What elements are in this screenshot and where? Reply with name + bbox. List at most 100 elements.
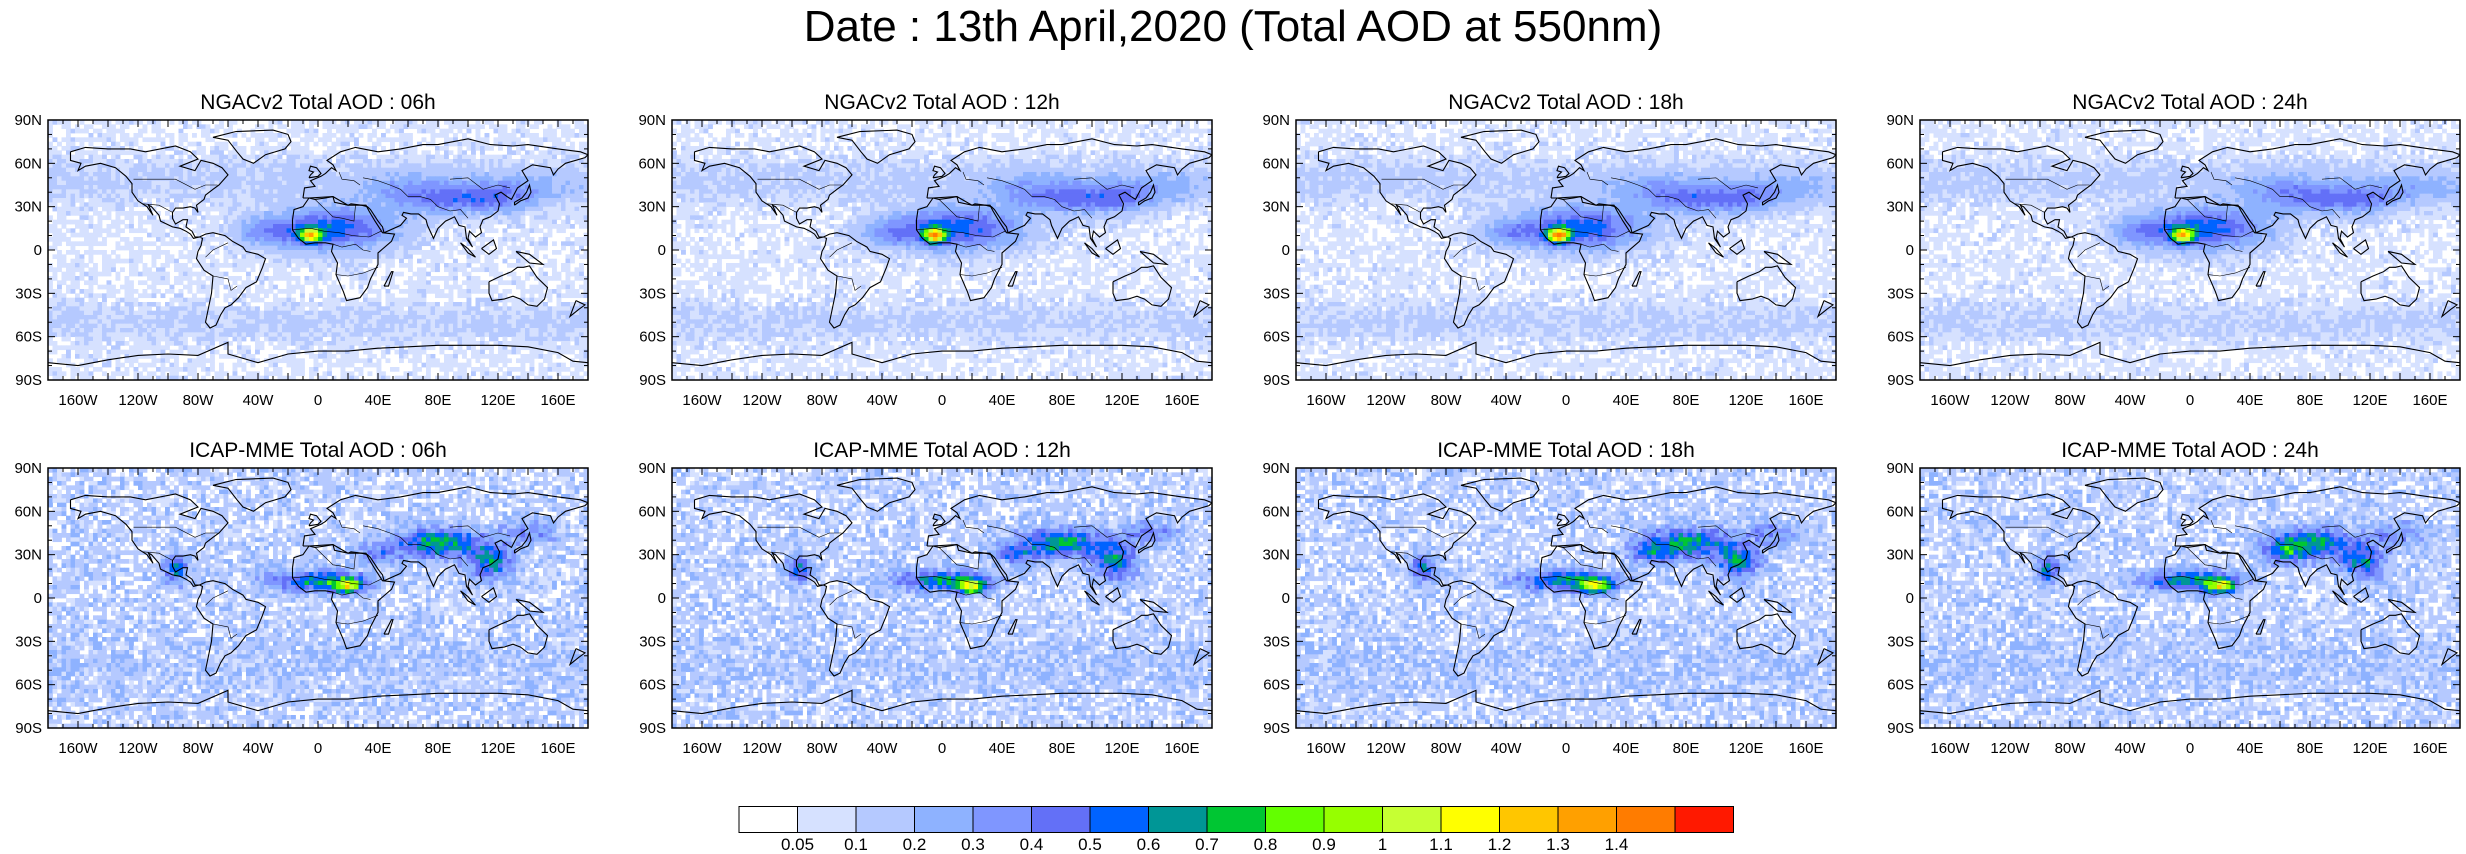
coastline — [1460, 477, 1540, 512]
country-border — [938, 199, 980, 222]
country-border — [962, 519, 985, 534]
lon-tick-label: 120W — [742, 740, 782, 757]
coastline — [568, 300, 587, 319]
coastline — [1443, 232, 1515, 329]
lon-tick-label: 160E — [1164, 740, 1199, 757]
country-border — [1562, 199, 1604, 222]
country-border — [1580, 591, 1619, 600]
coastline — [48, 689, 588, 715]
country-border — [362, 525, 469, 567]
lon-tick-label: 40W — [1491, 740, 1523, 757]
lat-tick-label: 60S — [1263, 677, 1290, 694]
coastline — [926, 138, 1212, 248]
coastline — [1296, 341, 1836, 367]
coastline — [69, 145, 229, 240]
lon-tick-label: 40E — [2237, 740, 2264, 757]
lat-tick-label: 30N — [1886, 547, 1914, 564]
coastline — [1550, 486, 1836, 596]
coastline — [1631, 271, 1642, 287]
country-border — [1073, 525, 1135, 538]
lon-tick-label: 80W — [2055, 740, 2087, 757]
lon-tick-label: 120W — [118, 392, 158, 409]
coastline — [1112, 613, 1173, 655]
lon-tick-label: 120E — [2352, 392, 2387, 409]
aod-map: 90N 60N 30N 0 30S 60S 90S 160W 120W 80W 40W 0 40E 80E… — [14, 112, 589, 409]
lat-tick-label: 90S — [639, 720, 666, 737]
country-border — [212, 623, 238, 639]
country-border — [1697, 177, 1759, 190]
country-border — [314, 547, 356, 570]
lat-tick-label: 30S — [639, 633, 666, 650]
country-border — [1390, 551, 1421, 561]
lon-tick-label: 160W — [682, 392, 722, 409]
colorbar-label: 0.1 — [844, 835, 868, 852]
country-border — [2164, 227, 2254, 238]
coastline — [1708, 590, 1724, 606]
lat-tick-label: 0 — [1282, 242, 1290, 259]
coastline — [1556, 513, 1570, 527]
colorbar: 0.05 0.1 0.2 0.3 0.4 0.5 0.6 0.7 0.8 0.9 1 1.1 1.2 1.… — [738, 806, 1734, 852]
lon-tick-label: 120W — [1990, 392, 2030, 409]
country-border — [449, 525, 511, 538]
lon-tick-label: 40E — [365, 740, 392, 757]
coastline — [1763, 250, 1793, 266]
lon-tick-label: 80W — [183, 740, 215, 757]
lon-tick-label: 0 — [938, 740, 946, 757]
coastline — [488, 265, 549, 307]
lat-tick-label: 60N — [14, 503, 42, 520]
coastline — [460, 242, 476, 258]
coastline — [195, 232, 267, 329]
aod-field — [1296, 468, 1836, 728]
coastline — [1112, 265, 1173, 307]
aod-map: 90N 60N 30N 0 30S 60S 90S 160W 120W 80W 40W 0 40E 80E… — [1886, 112, 2461, 409]
country-border — [757, 526, 842, 538]
aod-field — [672, 468, 1212, 728]
lon-tick-label: 80E — [1673, 392, 1700, 409]
country-border — [1562, 547, 1604, 570]
colorbar-swatch — [738, 806, 798, 833]
country-border — [1453, 242, 1477, 258]
lon-tick-label: 160W — [1306, 392, 1346, 409]
coastline — [1137, 531, 1156, 554]
coastline — [308, 165, 322, 179]
country-border — [2186, 547, 2228, 570]
coastline — [1920, 341, 2460, 367]
coastline — [513, 183, 532, 206]
lat-tick-label: 90S — [1263, 372, 1290, 389]
country-border — [2210, 171, 2233, 186]
coastline — [1539, 196, 1644, 302]
colorbar-label: 1.4 — [1605, 835, 1629, 852]
colorbar-label: 1 — [1378, 835, 1387, 852]
lat-tick-label: 60S — [1887, 677, 1914, 694]
colorbar-label: 0.5 — [1078, 835, 1102, 852]
country-border — [2077, 242, 2101, 258]
country-border — [829, 242, 853, 258]
map-panel: NGACv2 Total AOD : 24h 90N 60N 30N 0 30S 60S 90… — [1872, 90, 2466, 410]
lat-tick-label: 30N — [638, 199, 666, 216]
lat-tick-label: 30N — [1262, 547, 1290, 564]
coastline — [1941, 493, 2101, 588]
lon-tick-label: 40E — [1613, 392, 1640, 409]
coastline — [1296, 689, 1836, 715]
lon-tick-label: 120E — [1728, 392, 1763, 409]
country-border — [916, 575, 1006, 586]
coastline — [2180, 165, 2194, 179]
lon-tick-label: 80W — [1431, 392, 1463, 409]
lon-tick-label: 40W — [243, 392, 275, 409]
lon-tick-label: 120W — [742, 392, 782, 409]
country-border — [1586, 519, 1609, 534]
coastline — [2067, 580, 2139, 677]
lon-tick-label: 160W — [1930, 392, 1970, 409]
lon-tick-label: 160E — [1788, 740, 1823, 757]
country-border — [133, 178, 218, 190]
coastline — [2163, 544, 2268, 650]
lat-tick-label: 30S — [15, 285, 42, 302]
aod-map: 90N 60N 30N 0 30S 60S 90S 160W 120W 80W 40W 0 40E 80E… — [14, 460, 589, 757]
aod-field — [672, 120, 1212, 380]
country-border — [1381, 178, 1466, 190]
lat-tick-label: 60S — [1263, 329, 1290, 346]
lat-tick-label: 30S — [1263, 633, 1290, 650]
lon-tick-label: 40E — [1613, 740, 1640, 757]
lat-tick-label: 30S — [1263, 285, 1290, 302]
coastline — [1139, 598, 1169, 614]
